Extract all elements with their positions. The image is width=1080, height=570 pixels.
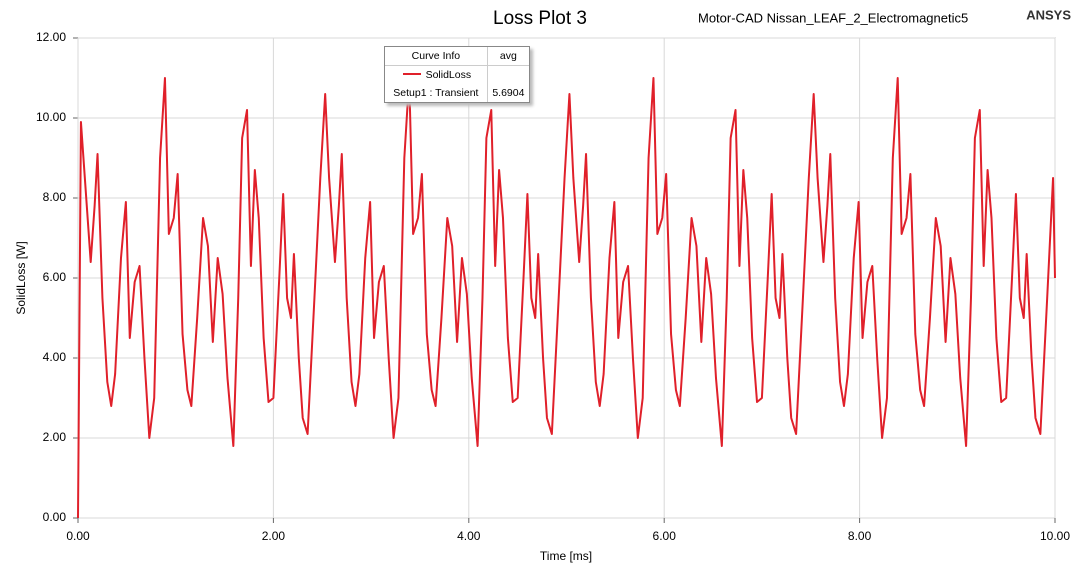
legend-entry: SolidLoss bbox=[385, 66, 487, 85]
x-tick-label: 2.00 bbox=[262, 529, 286, 543]
legend-avg: 5.6904 bbox=[486, 84, 529, 102]
y-axis-label: SolidLoss [W] bbox=[14, 241, 28, 314]
x-tick-label: 0.00 bbox=[66, 529, 90, 543]
legend-label: SolidLoss bbox=[425, 69, 472, 81]
y-tick-label: 8.00 bbox=[43, 190, 67, 204]
x-tick-label: 10.00 bbox=[1040, 529, 1070, 543]
x-tick-label: 8.00 bbox=[848, 529, 872, 543]
legend-swatch bbox=[402, 73, 421, 75]
legend: Curve Info avg SolidLoss Setup1 : Transie… bbox=[384, 46, 530, 103]
y-tick-label: 6.00 bbox=[43, 270, 67, 284]
y-tick-label: 12.00 bbox=[36, 30, 66, 44]
x-axis-label: Time [ms] bbox=[540, 549, 592, 563]
y-tick-label: 10.00 bbox=[36, 110, 66, 124]
legend-header: avg bbox=[486, 47, 529, 66]
y-tick-label: 0.00 bbox=[43, 510, 67, 524]
y-tick-label: 2.00 bbox=[43, 430, 67, 444]
chart-title: Loss Plot 3 bbox=[493, 8, 587, 29]
legend-table: Curve Info avg SolidLoss Setup1 : Transie… bbox=[385, 47, 529, 102]
x-tick-label: 6.00 bbox=[653, 529, 677, 543]
brand: ANSYS bbox=[1026, 7, 1071, 22]
x-tick-label: 4.00 bbox=[457, 529, 481, 543]
legend-setup: Setup1 : Transient bbox=[393, 87, 479, 99]
y-tick-label: 4.00 bbox=[43, 350, 67, 364]
legend-header: Curve Info bbox=[385, 47, 488, 66]
line-series bbox=[77, 77, 1056, 519]
chart-subtitle: Motor-CAD Nissan_LEAF_2_Electromagnetic5 bbox=[698, 10, 968, 25]
